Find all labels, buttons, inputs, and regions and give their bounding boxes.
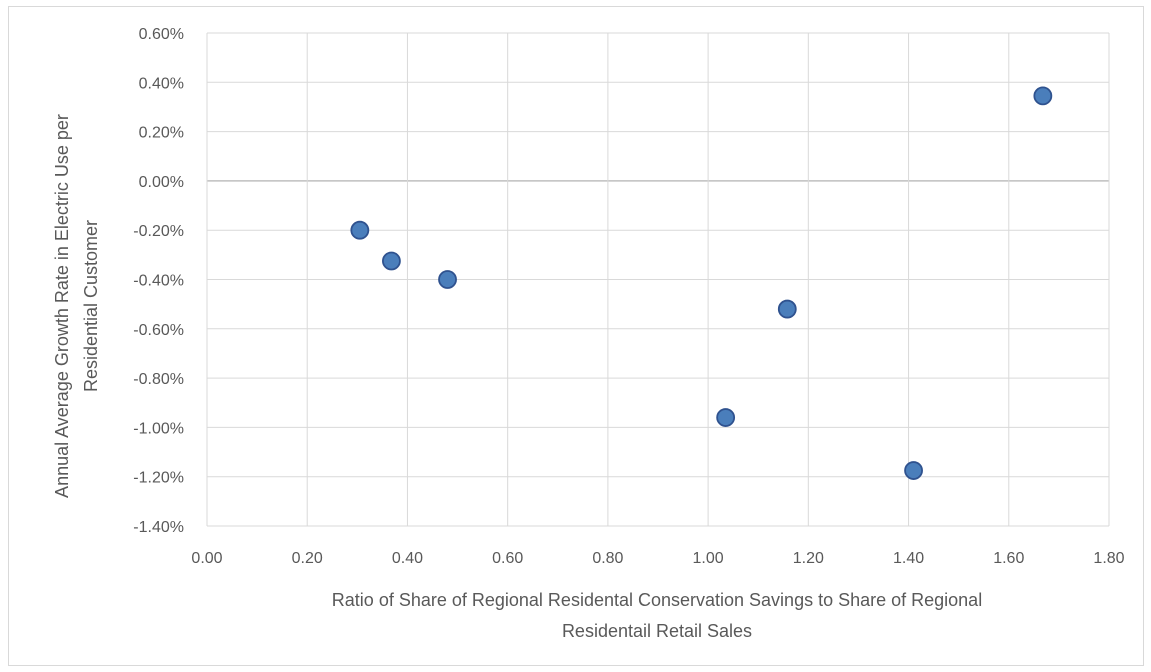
y-tick-label: -0.20%	[133, 223, 184, 240]
x-tick-label: 0.20	[292, 550, 323, 567]
y-tick-label: -0.60%	[133, 322, 184, 339]
y-tick-label: 0.20%	[139, 125, 184, 142]
x-tick-label: 1.00	[693, 550, 724, 567]
y-tick-label: 0.40%	[139, 75, 184, 92]
y-axis-title-line-1: Annual Average Growth Rate in Electric U…	[52, 114, 72, 498]
x-tick-labels: 0.00 0.20 0.40 0.60 0.80 1.00 1.20 1.40 1.60 1.80	[191, 550, 1124, 567]
x-tick-label: 0.80	[592, 550, 623, 567]
y-axis-title-line-2: Residential Customer	[81, 220, 101, 392]
data-point	[716, 408, 736, 427]
data-point	[438, 270, 457, 289]
x-tick-label: 1.40	[893, 550, 924, 567]
gridlines	[206, 32, 1110, 527]
data-point	[1033, 86, 1053, 106]
data-point	[904, 461, 923, 480]
x-tick-label: 1.80	[1093, 550, 1124, 567]
y-tick-label: -0.40%	[133, 273, 184, 290]
x-tick-label: 1.60	[993, 550, 1024, 567]
x-tick-label: 0.40	[392, 550, 423, 567]
chart-frame	[8, 6, 1144, 666]
data-point	[777, 299, 797, 319]
data-point	[382, 251, 401, 271]
x-axis-title-line-2: Residentail Retail Sales	[562, 621, 752, 641]
y-tick-label: -1.40%	[133, 519, 184, 536]
y-tick-label: 0.60%	[139, 26, 184, 43]
x-tick-label: 0.60	[492, 550, 523, 567]
x-tick-label: 1.20	[793, 550, 824, 567]
x-axis-title-line-1: Ratio of Share of Regional Residental Co…	[332, 590, 982, 610]
y-tick-label: 0.00%	[139, 174, 184, 191]
y-tick-label: -1.00%	[133, 420, 184, 437]
y-tick-label: -1.20%	[133, 470, 184, 487]
y-tick-labels: 0.60% 0.40% 0.20% 0.00% -0.20% -0.40% -0.60% -0…	[133, 26, 184, 536]
data-points	[350, 86, 1053, 480]
y-tick-label: -0.80%	[133, 371, 184, 388]
x-tick-label: 0.00	[191, 550, 222, 567]
data-point	[350, 220, 370, 240]
